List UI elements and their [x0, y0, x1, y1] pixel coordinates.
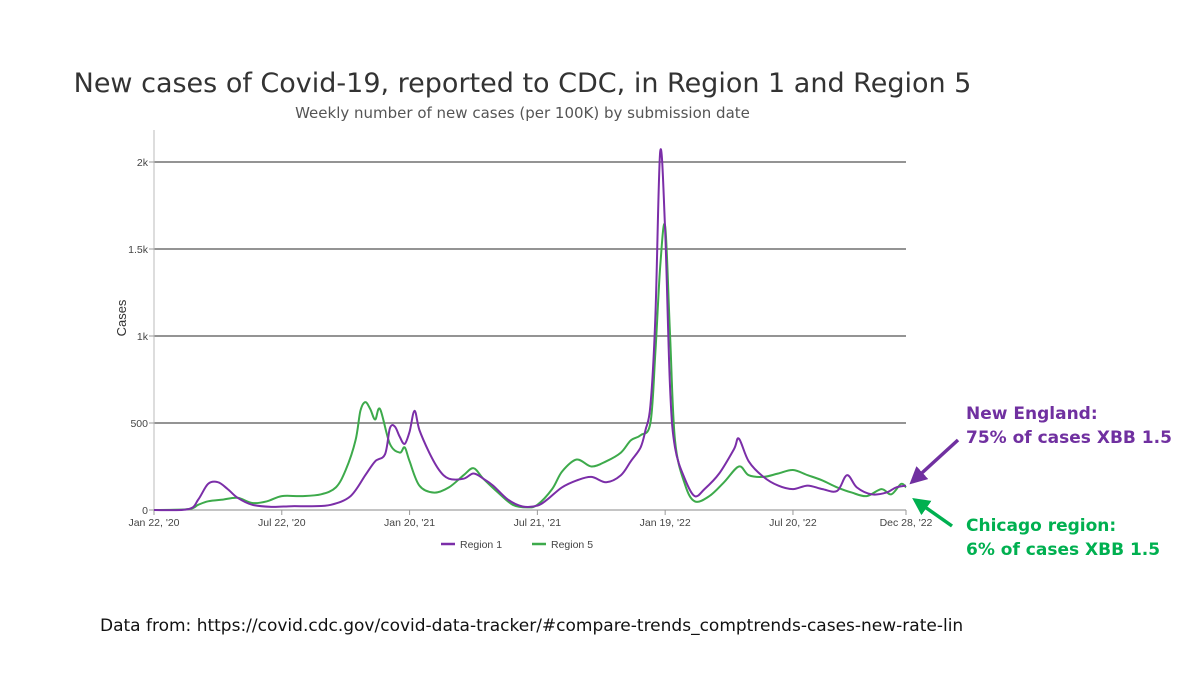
legend: Region 1 Region 5 — [441, 539, 593, 551]
x-tick-label: Jul 20, '22 — [769, 517, 817, 529]
series-line-region-1 — [153, 148, 907, 512]
annotation-new-england-line1: New England: — [966, 404, 1098, 424]
gridlines — [154, 161, 906, 511]
y-tick-label: 2k — [137, 157, 149, 169]
new-england-arrow — [909, 438, 960, 485]
x-tick-label: Jul 21, '21 — [514, 517, 562, 529]
y-axis-title: Cases — [114, 299, 129, 336]
y-tick-label: 1.5k — [128, 244, 149, 256]
annotation-new-england: New England: 75% of cases XBB 1.5 — [966, 402, 1172, 450]
annotation-chicago-line1: Chicago region: — [966, 516, 1117, 536]
y-tick-label: 1k — [137, 331, 149, 343]
chicago-arrow — [912, 497, 954, 528]
annotation-chicago: Chicago region: 6% of cases XBB 1.5 — [966, 514, 1160, 562]
x-tick-label: Jan 22, '20 — [128, 517, 179, 529]
data-source-note: Data from: https://covid.cdc.gov/covid-d… — [100, 616, 964, 636]
chart-title: New cases of Covid-19, reported to CDC, … — [73, 68, 972, 99]
chart-subtitle: Weekly number of new cases (per 100K) by… — [295, 104, 750, 122]
annotation-new-england-line2: 75% of cases XBB 1.5 — [966, 428, 1172, 448]
x-tick-label: Jul 22, '20 — [258, 517, 306, 529]
annotation-arrows — [909, 438, 960, 528]
y-tick-label: 500 — [130, 418, 148, 430]
annotation-chicago-line2: 6% of cases XBB 1.5 — [966, 540, 1161, 560]
x-tick-label: Dec 28, '22 — [880, 517, 933, 529]
x-tick-label: Jan 20, '21 — [384, 517, 435, 529]
legend-label-region-5: Region 5 — [551, 539, 593, 551]
y-tick-label: 0 — [142, 505, 148, 517]
series-line-region-5 — [153, 222, 907, 511]
legend-label-region-1: Region 1 — [460, 539, 502, 551]
series-lines — [153, 148, 907, 512]
x-tick-label: Jan 19, '22 — [640, 517, 691, 529]
axes: 0 500 1k 1.5k 2k Jan 22, '20 Jul 22, '20 Jan 20… — [114, 130, 933, 529]
